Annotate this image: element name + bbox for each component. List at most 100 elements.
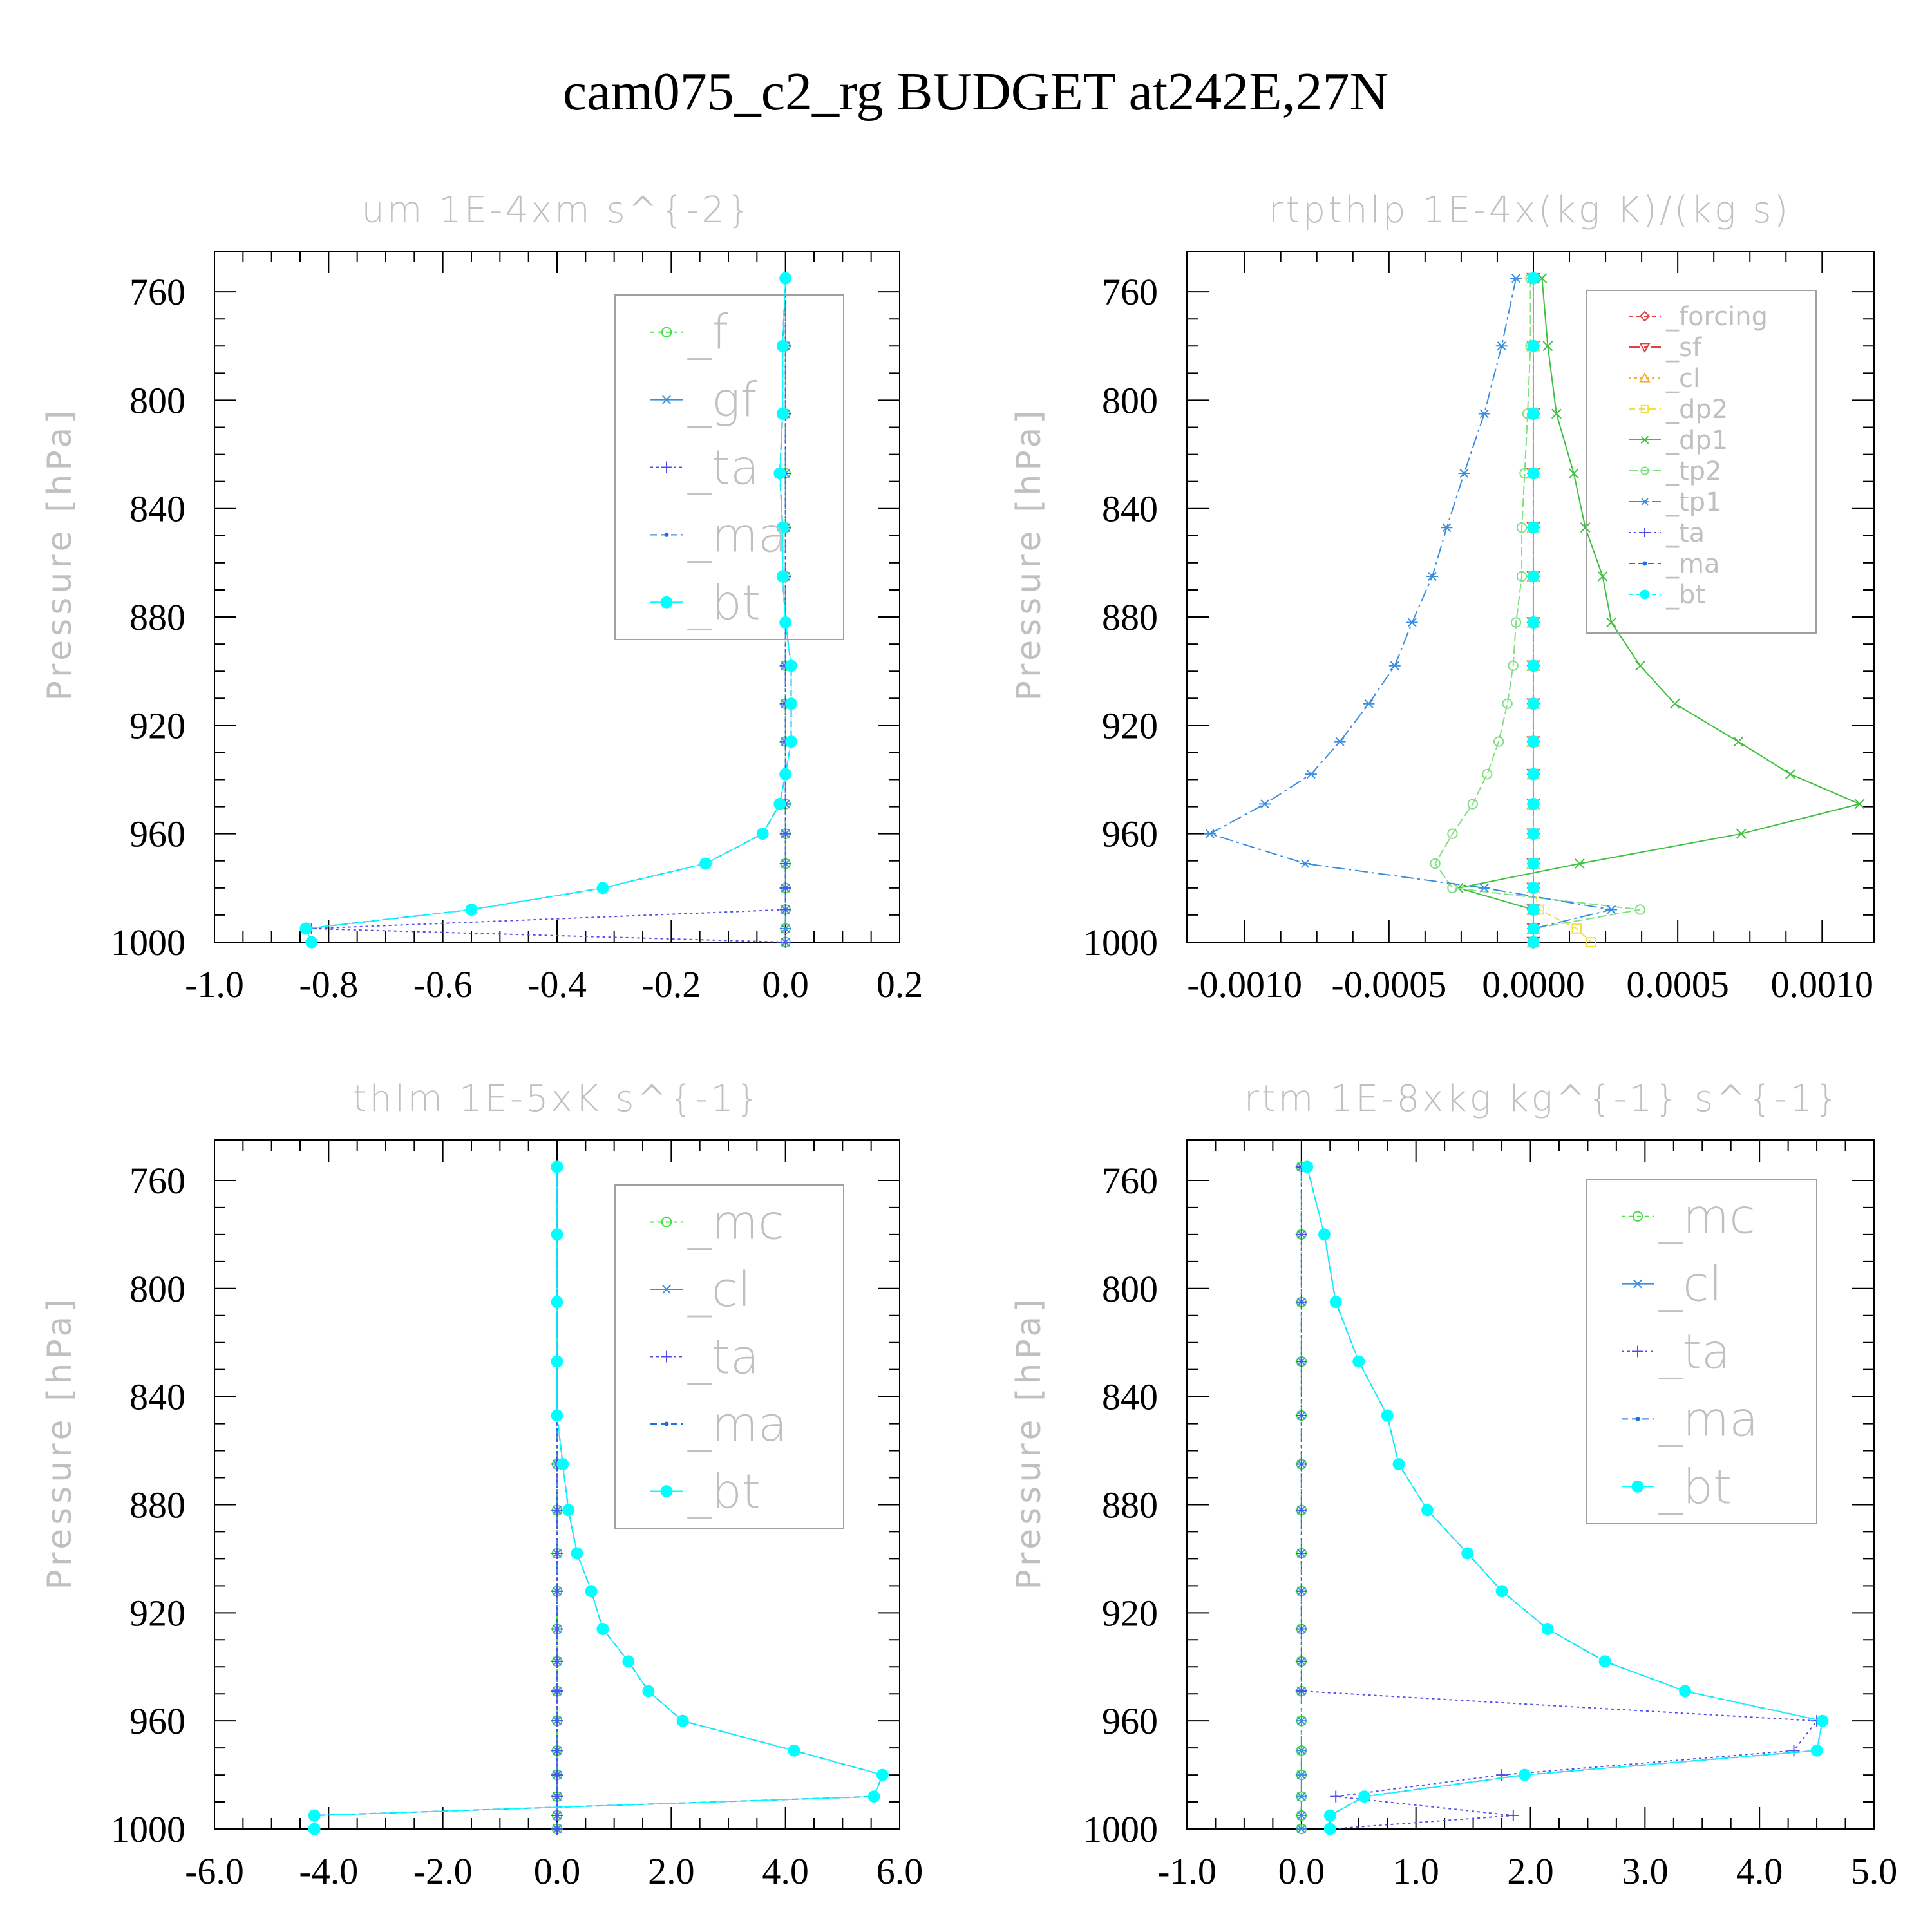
x-tick-label: 4.0 [762,1850,809,1892]
data-point [1527,904,1540,916]
data-point [779,768,792,781]
panel-um: um 1E-4xm s^{-2} Pressure [hPa] 760 800 84… [41,189,923,1005]
legend-label: _tp1 [1665,488,1722,517]
data-point [1527,768,1540,781]
data-point [551,1685,563,1697]
x-tick-label: 0.0 [762,963,809,1005]
data-point [1527,659,1540,672]
data-point [551,1823,563,1835]
data-point [1430,858,1441,869]
legend-marker [1640,466,1649,475]
data-point [1295,1228,1307,1240]
series-line [314,1166,884,1829]
x-tick-label: -0.6 [413,963,473,1005]
panel-rtpthlp: rtpthlp 1E-4x(kg K)/(kg s) Pressure [hPa… [1010,189,1875,1005]
legend-marker [1640,528,1649,537]
legend-marker [1632,1211,1643,1222]
legend-label: _tp2 [1665,457,1722,486]
data-point [1295,1716,1307,1726]
data-point [1551,408,1562,419]
panel-thlm-ylabel: Pressure [hPa] [41,1296,79,1590]
data-point [585,1585,598,1598]
data-point [551,1409,564,1422]
data-point [1461,1547,1474,1560]
legend-label: _sf [1665,333,1702,363]
data-point [1527,828,1540,840]
data-point [788,1744,800,1757]
data-point [1733,736,1744,747]
data-point [776,521,789,534]
legend-label: _ma [1665,549,1719,579]
panel-rtm: rtm 1E-8xkg kg^{-1} s^{-1} Pressure [hPa… [1010,1078,1897,1892]
data-point [1516,571,1528,582]
legend-label: _f [687,305,728,361]
data-point [1259,799,1271,809]
data-point [1574,858,1585,869]
data-point [551,1585,563,1597]
legend-label: _bt [687,1464,761,1520]
data-point [699,857,712,870]
data-point [308,1823,321,1835]
data-point [1295,1458,1307,1470]
x-tick-label: -4.0 [299,1850,358,1892]
legend-marker [1642,561,1647,566]
data-point [1810,1744,1823,1757]
data-point [551,1790,563,1803]
data-point [773,797,786,810]
legend-label: _ma [1658,1392,1758,1447]
data-point [1597,571,1608,582]
panel-rtpthlp-title: rtpthlp 1E-4x(kg K)/(kg s) [1269,189,1791,231]
panel-rtm-plot: 760 800 840 880 920 960 1000-1.0 0.0 1.0 2.0 3.0 4.… [1083,1139,1897,1892]
x-tick-label: -0.8 [299,963,358,1005]
data-point [1441,523,1453,533]
data-point [1204,829,1216,838]
data-point [779,616,792,629]
y-tick-label: 800 [1102,1268,1158,1310]
data-point [1527,936,1540,949]
panel-rtm-ylabel: Pressure [hPa] [1010,1296,1048,1590]
data-point [622,1655,635,1668]
legend-label: _ma [687,1397,787,1452]
legend-marker [1639,343,1651,354]
x-tick-label: 1.0 [1392,1850,1439,1892]
y-tick-label: 920 [1102,705,1158,746]
legend-marker [1640,589,1650,600]
data-point [305,936,318,949]
x-tick-label: 2.0 [1507,1850,1554,1892]
data-point [1299,858,1311,868]
x-tick-label: -1.0 [1157,1850,1217,1892]
data-point [556,1458,569,1470]
legend-marker [661,1217,672,1227]
data-point [1568,468,1579,478]
legend-marker [1640,404,1649,413]
data-point [773,467,786,480]
data-point [551,1355,564,1368]
series-line [305,278,792,943]
panel-um-ylabel: Pressure [hPa] [41,407,79,701]
data-point [1329,1296,1342,1309]
data-point [1519,1768,1531,1781]
panel-thlm-plot: 760 800 840 880 920 960 1000-6.0 -4.0 -2.0 0.0 2.0… [111,1139,923,1892]
series-line [314,1166,884,1829]
data-point [596,882,609,895]
data-point [1295,1356,1307,1368]
data-point [1679,1685,1692,1698]
data-point [1458,469,1470,478]
y-tick-label: 760 [1102,271,1158,313]
series-line [1300,1166,1819,1830]
y-tick-label: 840 [129,488,185,530]
data-point [1634,904,1646,915]
legend-marker [664,532,669,537]
y-tick-label: 880 [129,1484,185,1526]
y-tick-label: 960 [1102,1700,1158,1742]
series-line [1458,278,1862,911]
legend-marker [660,1485,673,1497]
data-point [1541,1623,1554,1635]
data-point [465,904,478,916]
legend-label: _ta [687,440,759,496]
legend-label: _cl [1665,364,1700,393]
data-point [551,1715,563,1727]
data-point [1580,522,1591,533]
data-point [642,1685,655,1698]
data-point [1605,905,1618,914]
